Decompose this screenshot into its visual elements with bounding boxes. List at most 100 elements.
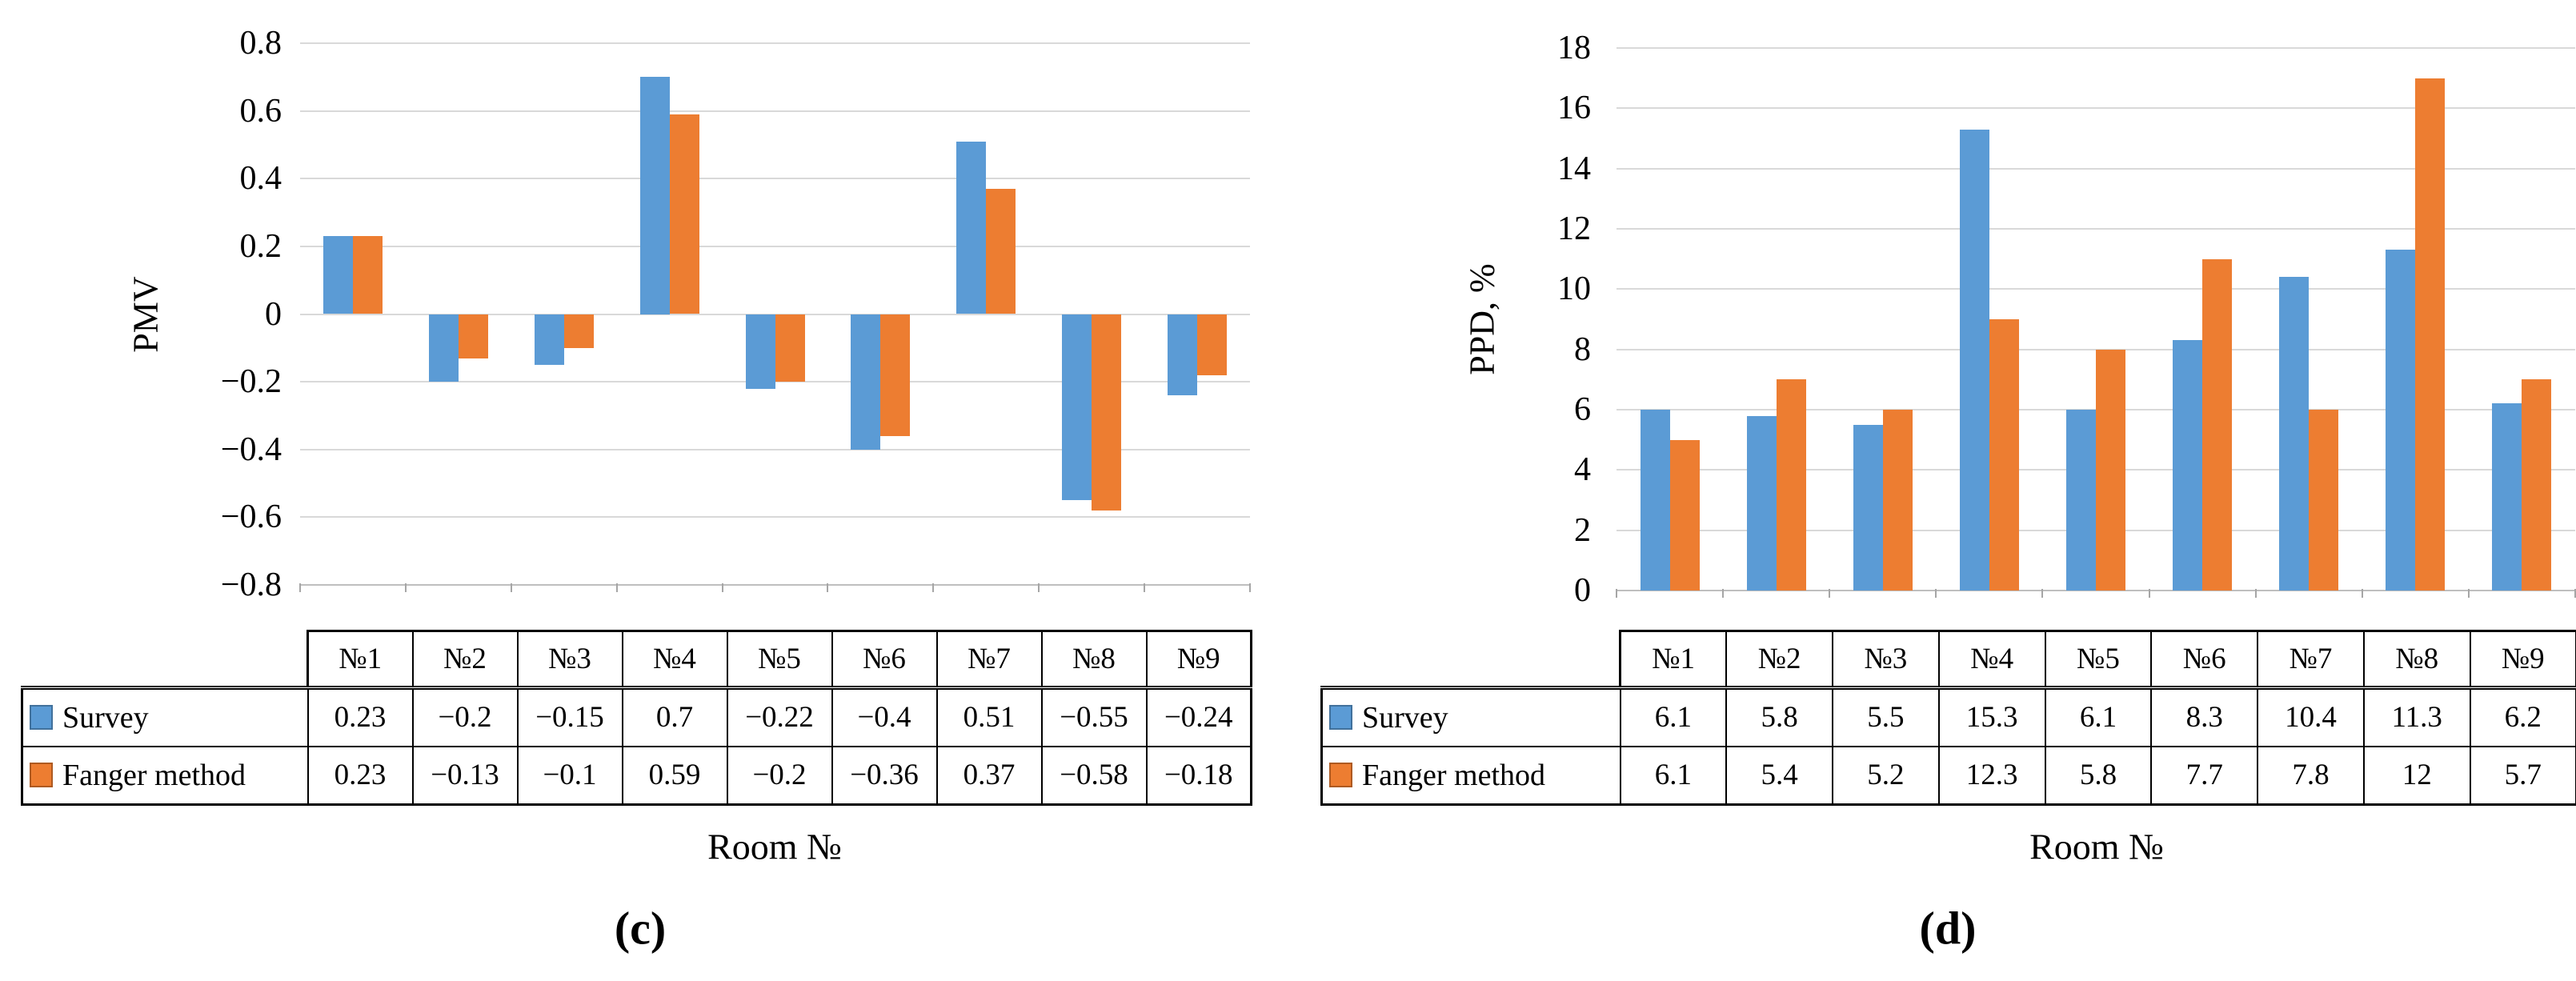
caption-d: (d) (1919, 902, 1977, 955)
legend-entry: Fanger method (25, 758, 306, 793)
x-axis-tick (827, 583, 829, 592)
table-value-cell: −0.55 (1040, 686, 1148, 747)
table-value-cell: 0.23 (306, 745, 414, 806)
table-header-cell: №7 (2257, 630, 2365, 689)
bar-fanger-method-room-5 (775, 314, 805, 382)
x-axis-tick (1038, 583, 1040, 592)
gridline (1617, 288, 2575, 290)
bar-survey-room-2 (1746, 415, 1777, 591)
bar-survey-room-2 (428, 314, 459, 382)
table-value-cell: 5.4 (1725, 745, 1834, 806)
x-axis-tick (2361, 589, 2363, 598)
bar-fanger-method-room-1 (352, 236, 383, 314)
table-header-cell: №2 (1725, 630, 1834, 689)
table-value-cell: 10.4 (2257, 686, 2365, 747)
category-axis-line (300, 584, 1250, 586)
table-corner-cell (22, 631, 309, 689)
table-header-cell: №1 (1619, 630, 1728, 689)
legend-entry: Survey (1324, 700, 1619, 735)
table-value-cell: 12.3 (1937, 745, 2046, 806)
x-axis-tick (721, 583, 723, 592)
bar-fanger-method-room-8 (1092, 314, 1122, 511)
y-tick-label: 18 (1557, 30, 1591, 66)
table-header-cell: №8 (1040, 630, 1148, 689)
table-header-cell: №9 (2469, 630, 2576, 689)
x-axis-tick (1249, 583, 1251, 592)
y-tick-label: 0 (265, 295, 282, 333)
table-value-cell: −0.2 (411, 686, 519, 747)
y-tick-label: 0.8 (239, 25, 282, 62)
y-tick-label: −0.6 (220, 499, 282, 536)
gridline (300, 381, 1250, 383)
gridline (300, 110, 1250, 112)
caption-c: (c) (614, 902, 667, 955)
gridline (300, 448, 1250, 450)
table-header-cell: №5 (726, 630, 833, 689)
table-header-cell: №8 (2362, 630, 2471, 689)
bar-fanger-method-room-4 (1989, 319, 2019, 591)
gridline (1617, 228, 2575, 230)
gridline (300, 516, 1250, 519)
y-tick-label: 4 (1574, 451, 1591, 489)
table-value-cell: 8.3 (2150, 686, 2259, 747)
table-value-cell: 15.3 (1937, 686, 2046, 747)
legend-swatch-fanger-method (30, 763, 53, 788)
bar-fanger-method-room-2 (458, 314, 488, 358)
pmv-data-table: №1 №2 №3 №4 №5 №6 №7 №8 №9 Survey 0.23 −0.2 −0.15 0.7… (21, 630, 1252, 806)
category-axis-line (1617, 590, 2575, 591)
bar-fanger-method-room-2 (1776, 379, 1806, 591)
x-axis-tick (2254, 589, 2257, 598)
table-header-row: №1 №2 №3 №4 №5 №6 №7 №8 №9 (1321, 630, 2576, 689)
table-value-cell: 7.7 (2150, 745, 2259, 806)
table-value-cell: 0.23 (306, 686, 414, 747)
table-header-cell: №7 (935, 630, 1043, 689)
table-value-cell: 11.3 (2362, 686, 2471, 747)
table-value-cell: 12 (2362, 745, 2471, 806)
bar-survey-room-6 (2173, 340, 2203, 591)
table-value-cell: −0.22 (726, 686, 833, 747)
x-axis-tick (1829, 589, 1831, 598)
bar-fanger-method-room-7 (986, 188, 1016, 314)
legend-swatch-survey (1329, 705, 1352, 731)
bar-survey-room-8 (2386, 250, 2416, 591)
bar-survey-room-6 (851, 314, 881, 450)
legend-label: Fanger method (62, 758, 246, 792)
table-value-cell: −0.2 (726, 745, 833, 806)
legend-cell: Fanger method (21, 745, 309, 806)
x-axis-tick (2574, 589, 2576, 598)
x-axis-tick (2467, 589, 2470, 598)
table-row: Fanger method 0.23 −0.13 −0.1 0.59 −0.2 −0.36 0… (21, 745, 1252, 806)
table-header-cell: №9 (1145, 630, 1252, 689)
bar-survey-room-1 (1640, 410, 1670, 591)
table-header-cell: №6 (831, 630, 938, 689)
x-axis-tick (1935, 589, 1937, 598)
x-axis-tick (2041, 589, 2044, 598)
bar-fanger-method-room-1 (1669, 439, 1700, 591)
table-value-cell: 6.1 (1619, 745, 1728, 806)
table-corner-cell (1321, 631, 1621, 689)
bar-survey-room-7 (2279, 277, 2310, 591)
bar-fanger-method-room-8 (2415, 78, 2446, 591)
table-value-cell: −0.13 (411, 745, 519, 806)
pmv-x-axis-title: Room № (707, 826, 842, 867)
y-tick-label: −0.4 (220, 430, 282, 468)
legend-label: Survey (1362, 700, 1448, 735)
table-value-cell: −0.24 (1145, 686, 1252, 747)
table-value-cell: 0.7 (621, 686, 728, 747)
legend-entry: Fanger method (1324, 758, 1619, 793)
y-tick-label: 8 (1574, 330, 1591, 368)
gridline (300, 42, 1250, 44)
x-axis-tick (299, 583, 301, 592)
table-value-cell: 0.37 (935, 745, 1043, 806)
legend-label: Fanger method (1362, 758, 1546, 792)
legend-cell: Survey (1320, 686, 1621, 747)
table-value-cell: −0.4 (831, 686, 938, 747)
table-value-cell: 5.7 (2469, 745, 2576, 806)
y-tick-label: 16 (1557, 90, 1591, 127)
y-tick-label: 0.6 (239, 92, 282, 130)
gridline (300, 178, 1250, 180)
y-tick-label: 0 (1574, 572, 1591, 609)
table-value-cell: −0.58 (1040, 745, 1148, 806)
bar-fanger-method-room-9 (2522, 379, 2552, 591)
bar-survey-room-4 (639, 77, 670, 314)
